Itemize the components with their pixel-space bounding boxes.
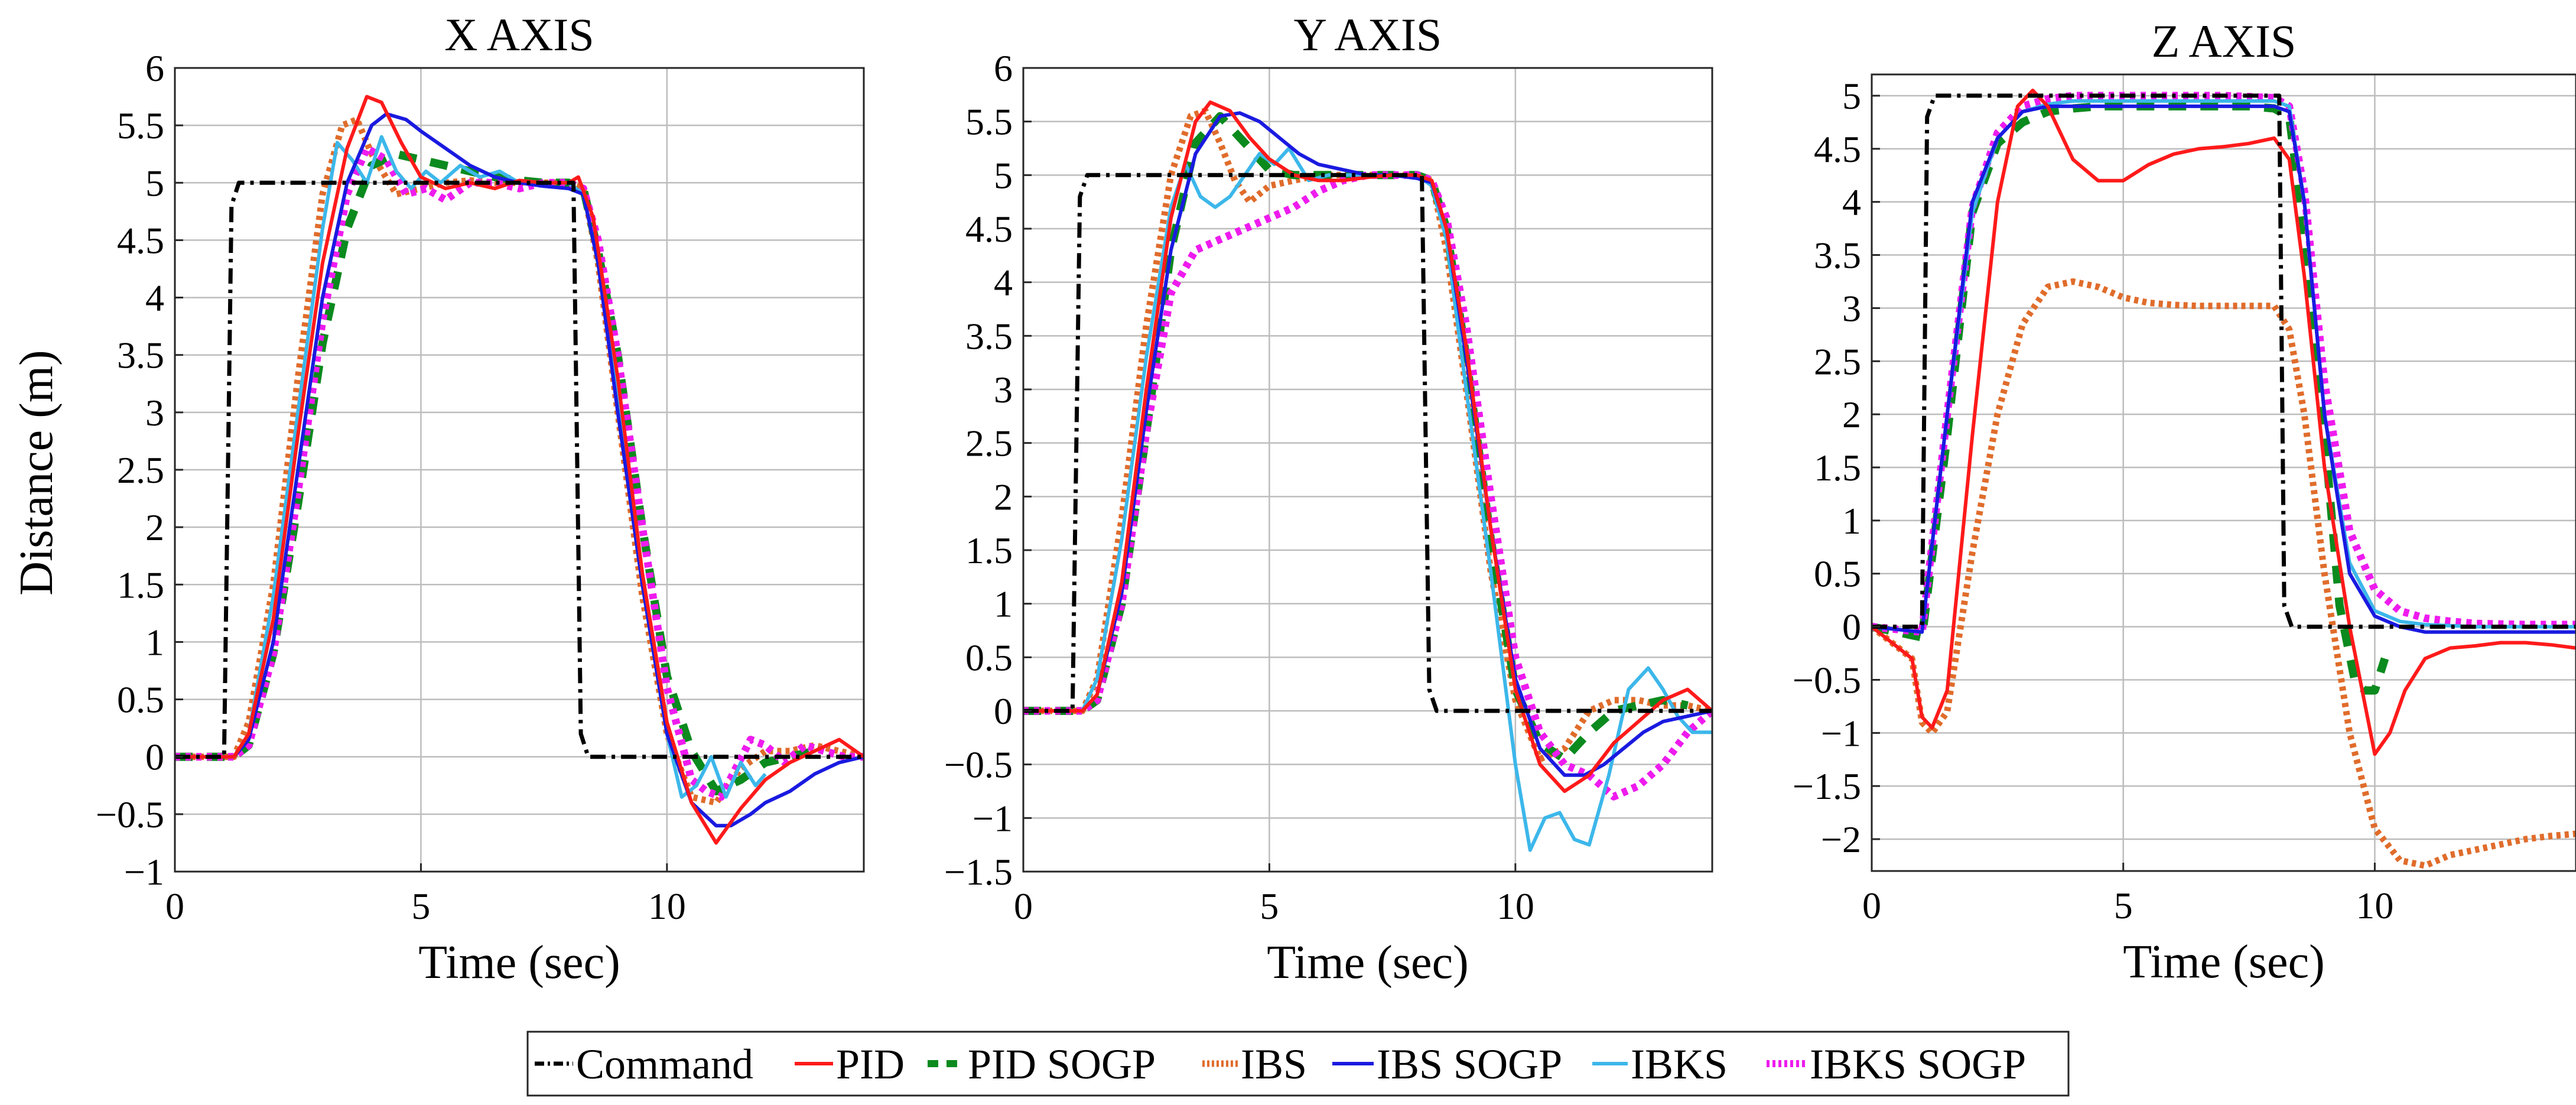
y-tick-label: 0.5: [965, 636, 1013, 678]
y-tick-label: 4: [1842, 181, 1861, 223]
y-tick-label: 2.5: [1814, 340, 1861, 382]
x-tick-label: 0: [165, 885, 184, 927]
series-line-ibs: [1872, 278, 2576, 869]
y-tick-label: 4.5: [1814, 128, 1861, 170]
chart-title: X AXIS: [444, 9, 594, 60]
y-tick-label: 2: [145, 506, 164, 548]
y-tick-label: 2.5: [117, 449, 164, 491]
y-tick-label: 3: [1842, 287, 1861, 329]
series-group: [1872, 89, 2576, 869]
legend: Command PID PID SOGP IBS IBS SOGP IBKS IBKS SO…: [526, 1031, 2070, 1097]
chart-z-axis: −2 −1.5 −1 −0.5 0 0.5 1 1.5 2 2.5 3 3.5 4 4.5 5 0 5 10 Z A…: [1793, 15, 2576, 988]
legend-label-ibs-sogp: IBS SOGP: [1377, 1041, 1562, 1088]
series-line-command: [1023, 173, 1712, 713]
chart-title: Z AXIS: [2152, 15, 2297, 67]
x-tick-label: 0: [1014, 885, 1033, 927]
y-tick-label: 6: [145, 47, 164, 89]
legend-label-ibs: IBS: [1241, 1041, 1307, 1088]
series-line-ibks: [1872, 99, 2576, 634]
y-tick-label: 3: [994, 369, 1013, 411]
chart-x-axis: −1 −0.5 0 0.5 1 1.5 2 2.5 3 3.5 4 4.5 5 5.5 6 0 5 10 X AXI…: [96, 9, 865, 989]
series-line-pid: [1023, 100, 1712, 793]
x-tick-label: 5: [1260, 885, 1279, 927]
y-tick-label: 0: [1842, 606, 1861, 648]
legend-label-command: Command: [576, 1041, 753, 1088]
series-group: [1023, 100, 1712, 852]
y-tick-label: 4: [994, 262, 1013, 304]
x-tick-label: 0: [1862, 885, 1881, 927]
series-line-command: [1872, 93, 2576, 629]
y-tick-label: 4: [145, 277, 164, 319]
y-tick-label: 0: [145, 736, 164, 778]
legend-label-ibks-sogp: IBKS SOGP: [1810, 1041, 2026, 1088]
y-tick-label: 1: [994, 583, 1013, 625]
y-tick-label: 3: [145, 392, 164, 434]
y-tick-label: −1: [1821, 712, 1861, 754]
y-tick-label: 4.5: [117, 219, 164, 261]
y-tick-label: 2.5: [965, 422, 1013, 464]
y-tick-label: 3.5: [965, 315, 1013, 357]
series-group: [175, 95, 864, 845]
y-tick-label: 2: [994, 476, 1013, 518]
y-tick-label: 3.5: [1814, 235, 1861, 277]
legend-label-ibks: IBKS: [1631, 1041, 1728, 1088]
y-tick-label: 1.5: [1814, 447, 1861, 489]
y-tick-label: −0.5: [1793, 659, 1861, 701]
chart-y-axis: −1.5 −1 −0.5 0 0.5 1 1.5 2 2.5 3 3.5 4 4.5 5 5.5 6 0 5 10 Y…: [944, 9, 1713, 989]
series-line-ibks-sogp: [1023, 171, 1712, 801]
y-tick-label: 5.5: [117, 105, 164, 147]
y-tick-label: 2: [1842, 394, 1861, 436]
y-tick-label: 0.5: [117, 679, 164, 721]
x-axis-label: Time (sec): [1267, 937, 1468, 989]
y-tick-label: 1.5: [965, 529, 1013, 571]
chart-title: Y AXIS: [1294, 9, 1442, 60]
x-axis-label: Time (sec): [418, 937, 620, 989]
y-tick-label: 1.5: [117, 564, 164, 606]
y-tick-label: 0: [994, 690, 1013, 732]
series-line-command: [175, 180, 864, 759]
figure-ylabel: Distance (m): [11, 350, 63, 595]
x-tick-label: 10: [1497, 885, 1534, 927]
x-tick-label: 5: [2114, 885, 2133, 927]
x-tick-label: 5: [411, 885, 430, 927]
x-axis-label: Time (sec): [2123, 936, 2324, 988]
series-line-pid: [175, 95, 864, 845]
y-tick-label: 5: [145, 162, 164, 204]
legend-label-pid: PID: [836, 1041, 905, 1088]
x-tick-label: 10: [2356, 885, 2393, 927]
y-tick-label: 0.5: [1814, 553, 1861, 595]
legend-label-pid-sogp: PID SOGP: [968, 1041, 1156, 1088]
series-line-ibs-sogp: [175, 112, 864, 828]
series-line-ibs-sogp: [1872, 104, 2576, 634]
y-tick-label: −0.5: [96, 794, 164, 836]
y-tick-label: 5: [994, 154, 1013, 196]
y-tick-label: 5: [1842, 75, 1861, 117]
series-line-ibks-sogp: [175, 144, 864, 801]
y-tick-label: −1.5: [944, 851, 1013, 893]
y-tick-label: −1: [124, 851, 164, 893]
series-line-pid: [1872, 89, 2576, 756]
legend-box: [526, 1031, 2070, 1097]
y-tick-label: 1: [145, 621, 164, 663]
x-tick-label: 10: [648, 885, 686, 927]
y-tick-label: −2: [1821, 818, 1861, 860]
y-tick-label: −1: [972, 797, 1013, 839]
y-tick-label: −0.5: [944, 744, 1013, 786]
y-tick-label: −1.5: [1793, 765, 1861, 807]
y-tick-label: 1: [1842, 500, 1861, 542]
plot-frame: [1022, 67, 1713, 873]
plot-frame: [1871, 73, 2576, 872]
y-tick-label: 3.5: [117, 334, 164, 376]
y-tick-label: 6: [994, 47, 1013, 89]
y-tick-label: 5.5: [965, 101, 1013, 143]
y-tick-label: 4.5: [965, 208, 1013, 250]
